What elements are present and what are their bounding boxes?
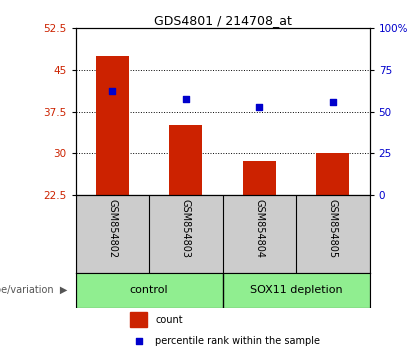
Point bbox=[135, 338, 142, 344]
Text: GSM854805: GSM854805 bbox=[328, 199, 338, 258]
Point bbox=[330, 99, 336, 105]
Text: genotype/variation  ▶: genotype/variation ▶ bbox=[0, 285, 67, 295]
Bar bbox=[243, 161, 276, 195]
Text: GSM854804: GSM854804 bbox=[255, 199, 264, 258]
Point bbox=[182, 96, 189, 102]
Text: percentile rank within the sample: percentile rank within the sample bbox=[155, 336, 320, 346]
Bar bbox=[316, 153, 349, 195]
Bar bbox=[130, 312, 147, 327]
Bar bbox=[169, 125, 202, 195]
Title: GDS4801 / 214708_at: GDS4801 / 214708_at bbox=[154, 14, 291, 27]
Point bbox=[256, 104, 263, 109]
Text: control: control bbox=[130, 285, 168, 295]
Bar bbox=[96, 56, 129, 195]
Text: SOX11 depletion: SOX11 depletion bbox=[250, 285, 342, 295]
Text: GSM854802: GSM854802 bbox=[108, 199, 117, 258]
Point bbox=[109, 88, 116, 94]
Text: GSM854803: GSM854803 bbox=[181, 199, 191, 258]
Text: count: count bbox=[155, 315, 183, 325]
